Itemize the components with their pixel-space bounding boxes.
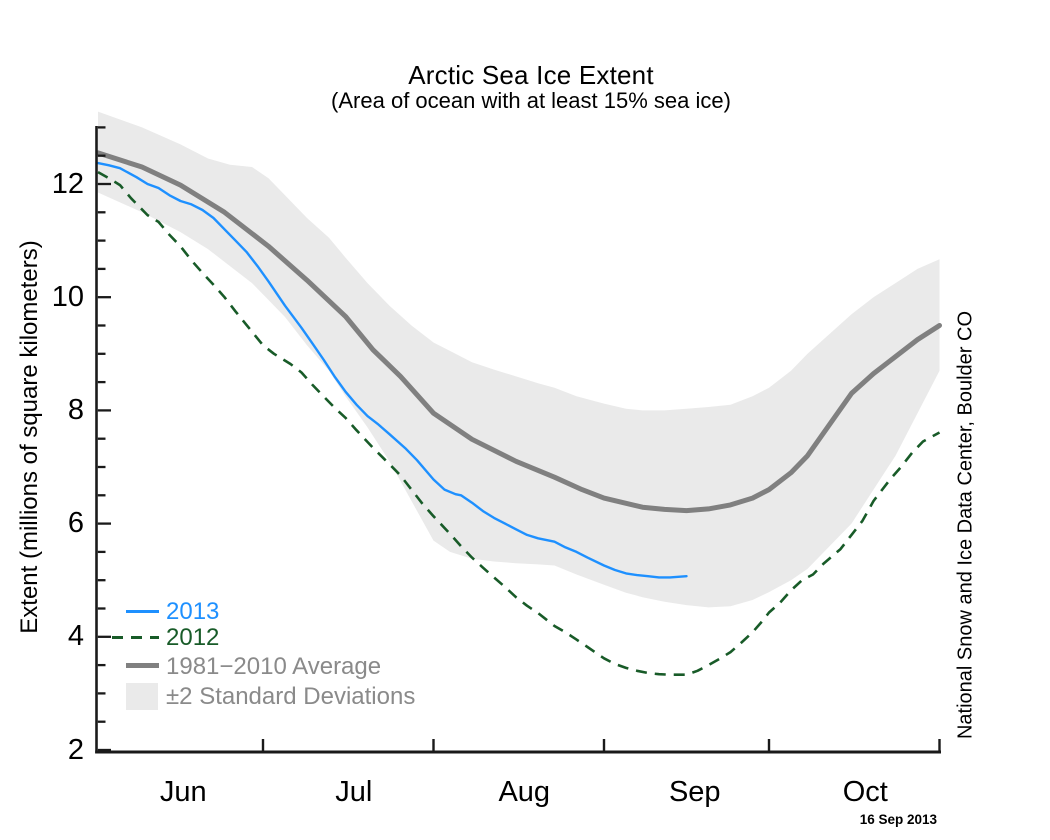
month-label-jul: Jul: [335, 776, 373, 808]
source-credit: National Snow and Ice Data Center, Bould…: [954, 310, 977, 740]
month-label-oct: Oct: [842, 776, 888, 808]
y-tick-label-2: 2: [67, 733, 84, 766]
legend-2013-label: 2013: [166, 598, 220, 625]
y-tick-label-12: 12: [51, 167, 84, 200]
legend-average-label: 1981−2010 Average: [166, 653, 382, 680]
line-2012: [97, 170, 941, 676]
axes: [95, 126, 941, 754]
legend-average-line: [126, 663, 159, 668]
y-tick-label-4: 4: [67, 620, 84, 653]
legend-stddev-swatch: [126, 683, 158, 710]
month-label-sep: Sep: [668, 776, 721, 808]
line-2013: [96, 161, 688, 579]
y-tick-label-10: 10: [51, 280, 84, 313]
chart-subtitle: (Area of ocean with at least 15% sea ice…: [331, 88, 731, 113]
month-label-jun: Jun: [159, 776, 207, 808]
legend-stddev-label: ±2 Standard Deviations: [166, 683, 416, 710]
legend-2013-line: [126, 610, 159, 613]
legend-2012-line: [112, 636, 159, 639]
y-tick-label-6: 6: [67, 507, 84, 540]
std-dev-band: [98, 111, 940, 608]
month-label-aug: Aug: [498, 776, 551, 808]
average-line: [95, 150, 942, 514]
y-tick-label-8: 8: [67, 393, 84, 426]
legend-2012-label: 2012: [166, 624, 220, 651]
chart-title: Arctic Sea Ice Extent: [408, 60, 654, 90]
date-stamp: 16 Sep 2013: [859, 812, 937, 827]
